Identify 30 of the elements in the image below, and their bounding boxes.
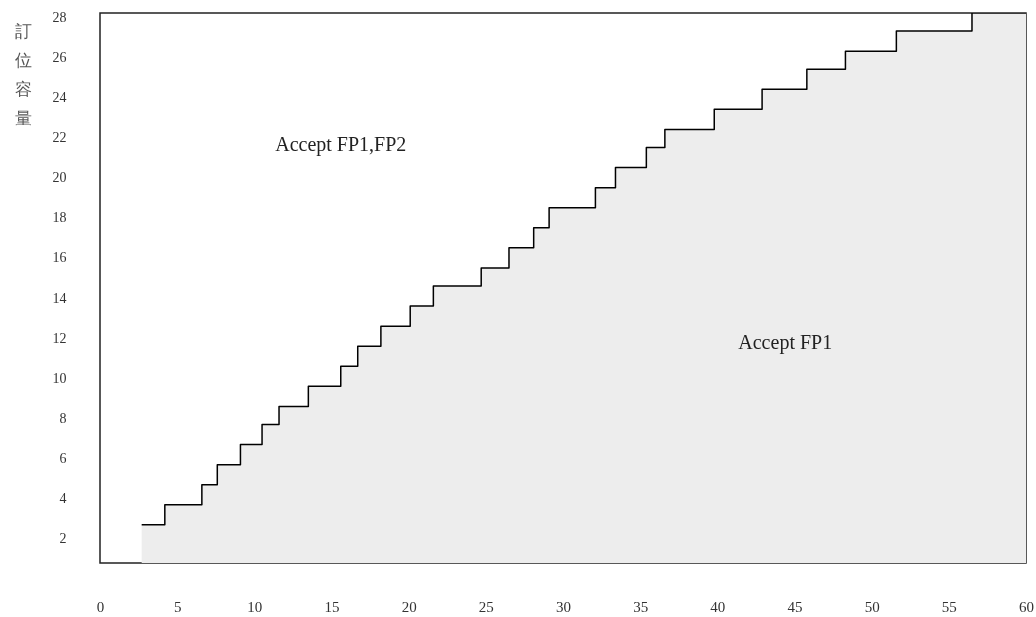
- x-tick-label: 10: [247, 598, 263, 615]
- x-tick-label: 45: [787, 598, 803, 615]
- x-tick-label: 5: [173, 598, 182, 615]
- y-tick-label: 14: [52, 290, 67, 306]
- x-tick-label: 30: [556, 598, 571, 615]
- y-tick-label: 2: [59, 531, 67, 547]
- y-tick-label: 28: [52, 9, 67, 25]
- x-tick-label: 20: [401, 598, 417, 615]
- y-tick-label: 18: [52, 210, 67, 226]
- x-tick-label: 0: [96, 598, 105, 615]
- y-tick-label: 22: [52, 129, 67, 145]
- annotation: Accept FP1,FP2: [275, 133, 407, 156]
- y-tick-label: 4: [59, 491, 67, 507]
- annotation: Accept FP1: [738, 331, 833, 354]
- y-tick-label: 16: [52, 250, 67, 266]
- x-tick-label: 40: [710, 598, 726, 615]
- y-tick-label: 12: [52, 330, 67, 346]
- x-tick-label: 60: [1019, 598, 1034, 615]
- y-tick-label: 10: [52, 370, 67, 386]
- y-axis-title: 訂位容量: [14, 21, 32, 128]
- x-tick-label: 50: [864, 598, 880, 615]
- x-tick-label: 25: [478, 598, 494, 615]
- y-tick-label: 8: [59, 410, 67, 426]
- x-tick-label: 15: [324, 598, 340, 615]
- y-tick-label: 20: [52, 170, 67, 186]
- y-tick-label: 26: [52, 49, 67, 65]
- y-tick-label: 24: [52, 89, 67, 105]
- x-tick-label: 35: [633, 598, 649, 615]
- x-tick-label: 55: [941, 598, 957, 615]
- y-tick-label: 6: [59, 451, 67, 467]
